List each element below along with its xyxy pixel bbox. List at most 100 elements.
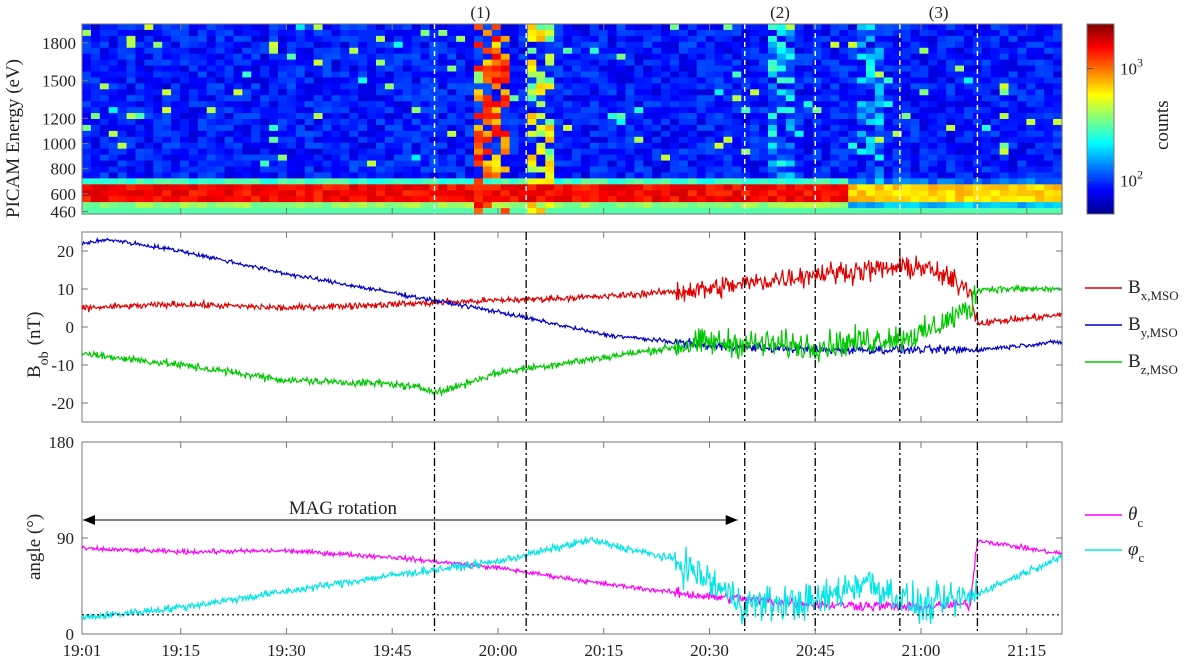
heatmap-cell bbox=[661, 77, 671, 84]
heatmap-cell bbox=[830, 35, 840, 43]
heatmap-cell bbox=[197, 53, 208, 61]
heatmap-cell bbox=[402, 148, 413, 156]
heatmap-cell bbox=[964, 29, 974, 37]
heatmap-cell bbox=[482, 178, 493, 185]
heatmap-cell bbox=[607, 24, 618, 31]
heatmap-cell bbox=[572, 47, 582, 55]
heatmap-cell bbox=[812, 83, 823, 90]
heatmap-cell bbox=[1026, 130, 1036, 138]
angle-ylabel: angle (°) bbox=[24, 514, 45, 580]
heatmap-cell bbox=[171, 71, 181, 79]
heatmap-cell bbox=[224, 196, 235, 203]
heatmap-cell bbox=[705, 59, 716, 67]
heatmap-cell bbox=[411, 190, 422, 197]
heatmap-cell bbox=[776, 184, 787, 191]
heatmap-cell bbox=[527, 59, 537, 67]
heatmap-cell bbox=[919, 47, 929, 55]
heatmap-cell bbox=[910, 154, 921, 162]
heatmap-cell bbox=[171, 154, 181, 162]
heatmap-cell bbox=[670, 196, 680, 203]
heatmap-cell bbox=[866, 29, 876, 37]
heatmap-cell bbox=[1044, 178, 1054, 185]
heatmap-cell bbox=[286, 95, 297, 102]
heatmap-cell bbox=[242, 89, 252, 96]
heatmap-cell bbox=[794, 196, 805, 203]
heatmap-cell bbox=[572, 41, 582, 49]
heatmap-cell bbox=[1035, 83, 1045, 90]
heatmap-cell bbox=[768, 35, 778, 43]
heatmap-cell bbox=[892, 41, 903, 49]
heatmap-cell bbox=[866, 148, 876, 156]
heatmap-cell bbox=[331, 101, 341, 108]
heatmap-cell bbox=[848, 142, 858, 150]
heatmap-cell bbox=[705, 41, 716, 49]
heatmap-cell bbox=[153, 130, 163, 138]
heatmap-cell bbox=[153, 202, 163, 209]
heatmap-cell bbox=[384, 24, 395, 31]
heatmap-cell bbox=[821, 71, 831, 79]
heatmap-cell bbox=[500, 142, 511, 150]
heatmap-cell bbox=[696, 172, 707, 179]
heatmap-cell bbox=[883, 41, 894, 49]
heatmap-cell bbox=[233, 148, 243, 156]
heatmap-cell bbox=[821, 178, 831, 185]
heatmap-cell bbox=[687, 130, 698, 138]
heatmap-cell bbox=[990, 154, 1001, 162]
heatmap-cell bbox=[964, 124, 974, 132]
heatmap-cell bbox=[643, 113, 653, 120]
heatmap-cell bbox=[527, 65, 537, 73]
heatmap-cell bbox=[607, 113, 618, 120]
heatmap-cell bbox=[197, 65, 208, 73]
heatmap-cell bbox=[554, 178, 564, 185]
heatmap-cell bbox=[928, 119, 938, 126]
heatmap-cell bbox=[491, 35, 502, 43]
heatmap-cell bbox=[90, 89, 101, 96]
heatmap-cell bbox=[607, 148, 618, 156]
heatmap-cell bbox=[491, 124, 502, 132]
heatmap-cell bbox=[527, 130, 537, 138]
heatmap-cell bbox=[313, 107, 324, 114]
heatmap-cell bbox=[678, 41, 689, 49]
heatmap-cell bbox=[883, 107, 894, 114]
heatmap-cell bbox=[242, 184, 252, 191]
heatmap-cell bbox=[990, 101, 1001, 108]
heatmap-cell bbox=[322, 35, 333, 43]
heatmap-cell bbox=[304, 77, 315, 84]
heatmap-cell bbox=[358, 190, 368, 197]
heatmap-cell bbox=[883, 172, 894, 179]
heatmap-cell bbox=[491, 113, 502, 120]
heatmap-cell bbox=[964, 95, 974, 102]
heatmap-cell bbox=[313, 172, 324, 179]
heatmap-cell bbox=[1053, 83, 1063, 90]
heatmap-cell bbox=[224, 124, 235, 132]
heatmap-cell bbox=[126, 160, 137, 168]
heatmap-cell bbox=[411, 53, 422, 61]
heatmap-cell bbox=[420, 71, 431, 79]
heatmap-cell bbox=[892, 59, 903, 67]
heatmap-cell bbox=[144, 130, 154, 138]
heatmap-cell bbox=[260, 154, 270, 162]
heatmap-cell bbox=[99, 59, 110, 67]
heatmap-cell bbox=[803, 172, 814, 179]
heatmap-cell bbox=[723, 160, 733, 168]
heatmap-cell bbox=[821, 65, 831, 73]
heatmap-cell bbox=[981, 47, 992, 55]
heatmap-cell bbox=[358, 130, 368, 138]
heatmap-cell bbox=[821, 166, 831, 174]
heatmap-cell bbox=[99, 83, 110, 90]
heatmap-cell bbox=[420, 184, 431, 191]
heatmap-cell bbox=[206, 59, 217, 67]
heatmap-cell bbox=[500, 178, 511, 185]
heatmap-cell bbox=[857, 24, 867, 31]
heatmap-cell bbox=[278, 184, 288, 191]
heatmap-cell bbox=[509, 101, 520, 108]
heatmap-cell bbox=[99, 136, 110, 144]
heatmap-cell bbox=[589, 119, 600, 126]
heatmap-cell bbox=[696, 166, 707, 174]
heatmap-cell bbox=[714, 124, 725, 132]
heatmap-cell bbox=[866, 95, 876, 102]
heatmap-cell bbox=[848, 53, 858, 61]
heatmap-cell bbox=[661, 41, 671, 49]
heatmap-cell bbox=[785, 119, 796, 126]
heatmap-cell bbox=[474, 148, 484, 156]
